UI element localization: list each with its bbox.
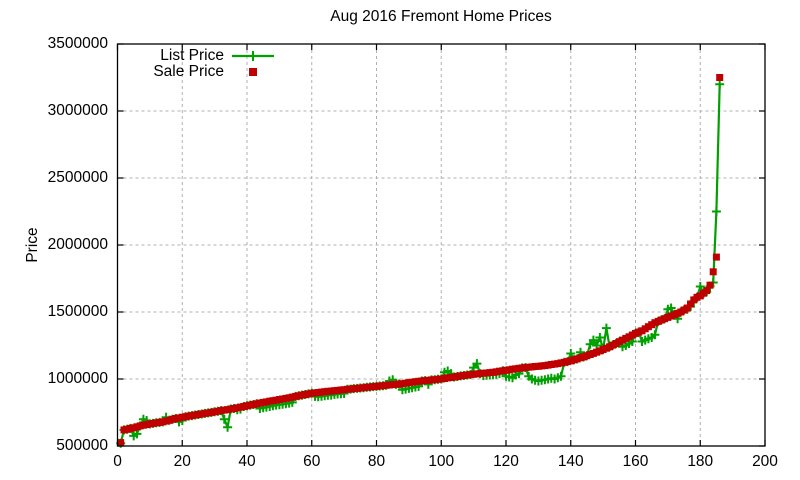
y-tick-label: 3500000 [47,35,108,52]
x-tick-label: 0 [113,453,122,470]
x-tick-label: 200 [752,453,778,470]
x-tick-label: 120 [493,453,519,470]
x-tick-label: 40 [238,453,256,470]
y-tick-label: 1000000 [47,370,108,387]
legend-line-plus-sample-icon [232,51,274,61]
x-tick-label: 160 [622,453,649,470]
legend-row-list-price: List Price [92,47,278,64]
x-tick-label: 180 [687,453,714,470]
x-tick-label: 140 [557,453,584,470]
y-tick-label: 500000 [56,437,108,454]
legend: List Price Sale Price [92,47,278,80]
y-tick-label: 1500000 [47,303,108,320]
chart-title: Aug 2016 Fremont Home Prices [330,8,552,25]
y-tick-label: 2500000 [47,169,108,186]
legend-label-sale-price: Sale Price [153,63,224,80]
legend-row-sale-price: Sale Price [92,63,278,80]
x-tick-label: 60 [303,453,321,470]
y-tick-label: 3000000 [47,102,108,119]
y-tick-label: 2000000 [47,236,108,253]
legend-square-sample-icon [249,68,257,76]
legend-label-list-price: List Price [160,47,224,64]
x-tick-label: 20 [173,453,191,470]
x-tick-label: 100 [428,453,455,470]
x-tick-label: 80 [367,453,386,470]
